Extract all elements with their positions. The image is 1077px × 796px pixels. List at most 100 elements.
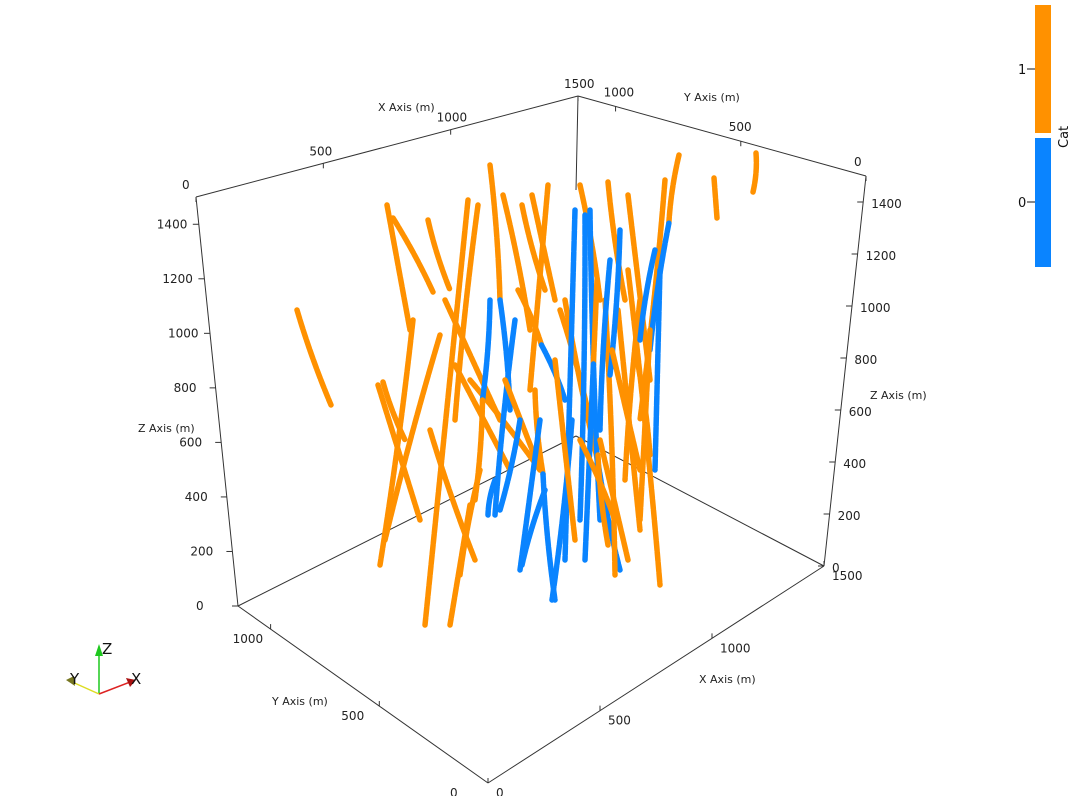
drillhole-traces [294, 150, 760, 628]
drillhole-segment-cat-1 [711, 175, 720, 221]
legend-label-cat-1: 1 [1018, 63, 1026, 78]
z-axis-right-line [823, 175, 867, 567]
tick-label-botY: 0 [450, 786, 458, 796]
drillhole-segment-cat-0 [577, 212, 588, 523]
x-axis-title-bottom: X Axis (m) [699, 673, 756, 686]
drillhole-segment-cat-0 [485, 477, 498, 518]
drillhole-segment-cat-1 [552, 357, 578, 543]
drillhole-segment-cat-1 [452, 202, 481, 423]
drillhole-segment-cat-1 [622, 297, 643, 483]
drillhole-segment-cat-0 [637, 247, 658, 343]
drillhole-segment-cat-1 [562, 297, 601, 465]
axis-ticks [192, 96, 867, 783]
drillhole-segment-cat-1 [590, 277, 600, 367]
tick-label-botY: 500 [341, 709, 364, 723]
x-axis-title-top: X Axis (m) [378, 101, 435, 114]
tick-label-leftZ: 1200 [162, 272, 193, 286]
inner-edge-left [237, 435, 577, 607]
tick-label-rightZ: 1200 [866, 249, 897, 263]
tick-label-botY: 1000 [233, 632, 264, 646]
drillhole-segment-cat-1 [597, 437, 631, 563]
drillhole-segment-cat-1 [750, 150, 760, 195]
tick-label-rightZ: 400 [843, 457, 866, 471]
drillhole-segment-cat-0 [497, 417, 523, 513]
drillhole-segment-cat-0 [538, 342, 568, 403]
z-axis-back-line [575, 95, 579, 191]
x-axis-top-line [195, 95, 579, 198]
tick-label-leftZ: 0 [196, 599, 204, 613]
legend-label-cat-0: 0 [1018, 196, 1026, 211]
orient-y-arrow-icon [66, 676, 75, 686]
drillhole-segment-cat-1 [442, 297, 503, 423]
y-axis-title-bottom: Y Axis (m) [271, 695, 328, 708]
drillhole-segment-cat-1 [605, 179, 628, 303]
tick-label-botX: 1500 [832, 569, 863, 583]
tick-label-leftZ: 200 [190, 544, 213, 558]
legend-swatch-cat-1 [1035, 5, 1051, 133]
legend-swatch-cat-0 [1035, 138, 1051, 267]
y-axis-top-line [577, 95, 867, 177]
tick-label-botX: 1000 [720, 641, 751, 655]
orient-x-line [98, 681, 131, 695]
drillhole-segment-cat-1 [519, 202, 548, 293]
drillhole-segment-cat-0 [652, 267, 663, 473]
tick-label-topX: 1500 [564, 77, 595, 91]
drillhole-segment-cat-1 [515, 287, 545, 348]
drillhole-segment-cat-1 [422, 197, 471, 628]
y-axis-title-top: Y Axis (m) [683, 91, 740, 104]
legend: 1 0 Cat [1018, 5, 1072, 267]
z-axis-title-left: Z Axis (m) [138, 422, 195, 435]
drillhole-segment-cat-1 [634, 357, 653, 458]
drillhole-segment-cat-0 [519, 487, 548, 568]
drillhole-segment-cat-1 [380, 379, 408, 443]
drillhole-segment-cat-0 [597, 257, 613, 433]
drillhole-segment-cat-1 [384, 202, 413, 333]
tick-label-topX: 1000 [437, 111, 468, 125]
legend-title: Cat [1057, 126, 1072, 148]
drillhole-segment-cat-1 [447, 502, 473, 628]
orientation-axes: Z X Y [66, 640, 141, 695]
tick-label-rightZ: 0 [832, 561, 840, 575]
drillhole-segment-cat-1 [527, 182, 551, 393]
axes-frame [195, 95, 867, 784]
tick-label-botX: 500 [608, 714, 631, 728]
tick-label-botX: 0 [496, 786, 504, 796]
z-axis-title-right: Z Axis (m) [870, 389, 927, 402]
drillhole-segment-cat-0 [492, 317, 518, 518]
orient-y-line [69, 680, 100, 695]
tick-label-leftZ: 1000 [168, 326, 199, 340]
orient-y-label: Y [69, 670, 80, 688]
inner-edge-right [575, 435, 825, 567]
tick-label-leftZ: 1400 [157, 217, 188, 231]
drillhole-segment-cat-1 [529, 192, 558, 303]
tick-label-rightZ: 1400 [871, 197, 902, 211]
drillhole-segment-cat-1 [666, 152, 682, 226]
drillhole-segment-cat-0 [479, 297, 493, 403]
orient-z-arrow-icon [95, 644, 103, 656]
tick-label-topX: 0 [182, 178, 190, 192]
drillhole-segment-cat-1 [294, 307, 334, 408]
z-axis-left-line [195, 196, 239, 607]
drillhole-segment-cat-1 [390, 215, 436, 295]
tick-label-leftZ: 400 [185, 490, 208, 504]
tick-label-topY: 0 [854, 155, 862, 169]
y-axis-bottom-line [237, 605, 489, 784]
drillhole-segment-cat-0 [549, 417, 575, 603]
tick-label-rightZ: 1000 [860, 301, 891, 315]
tick-label-topY: 1000 [604, 85, 635, 99]
tick-label-leftZ: 600 [179, 435, 202, 449]
drillhole-segment-cat-1 [382, 332, 443, 543]
orient-x-arrow-icon [126, 678, 136, 687]
drillhole-segment-cat-1 [487, 162, 503, 303]
drillhole-segment-cat-1 [609, 347, 643, 473]
drillhole-segment-cat-1 [425, 217, 453, 293]
tick-label-rightZ: 200 [838, 509, 861, 523]
tick-label-rightZ: 600 [849, 405, 872, 419]
drillhole-segment-cat-1 [602, 297, 618, 578]
drillhole-segment-cat-1 [595, 452, 611, 548]
orient-z-label: Z [102, 640, 112, 658]
x-axis-bottom-line [487, 565, 825, 784]
tick-label-topY: 500 [729, 120, 752, 134]
drillhole-segment-cat-1 [427, 427, 478, 563]
